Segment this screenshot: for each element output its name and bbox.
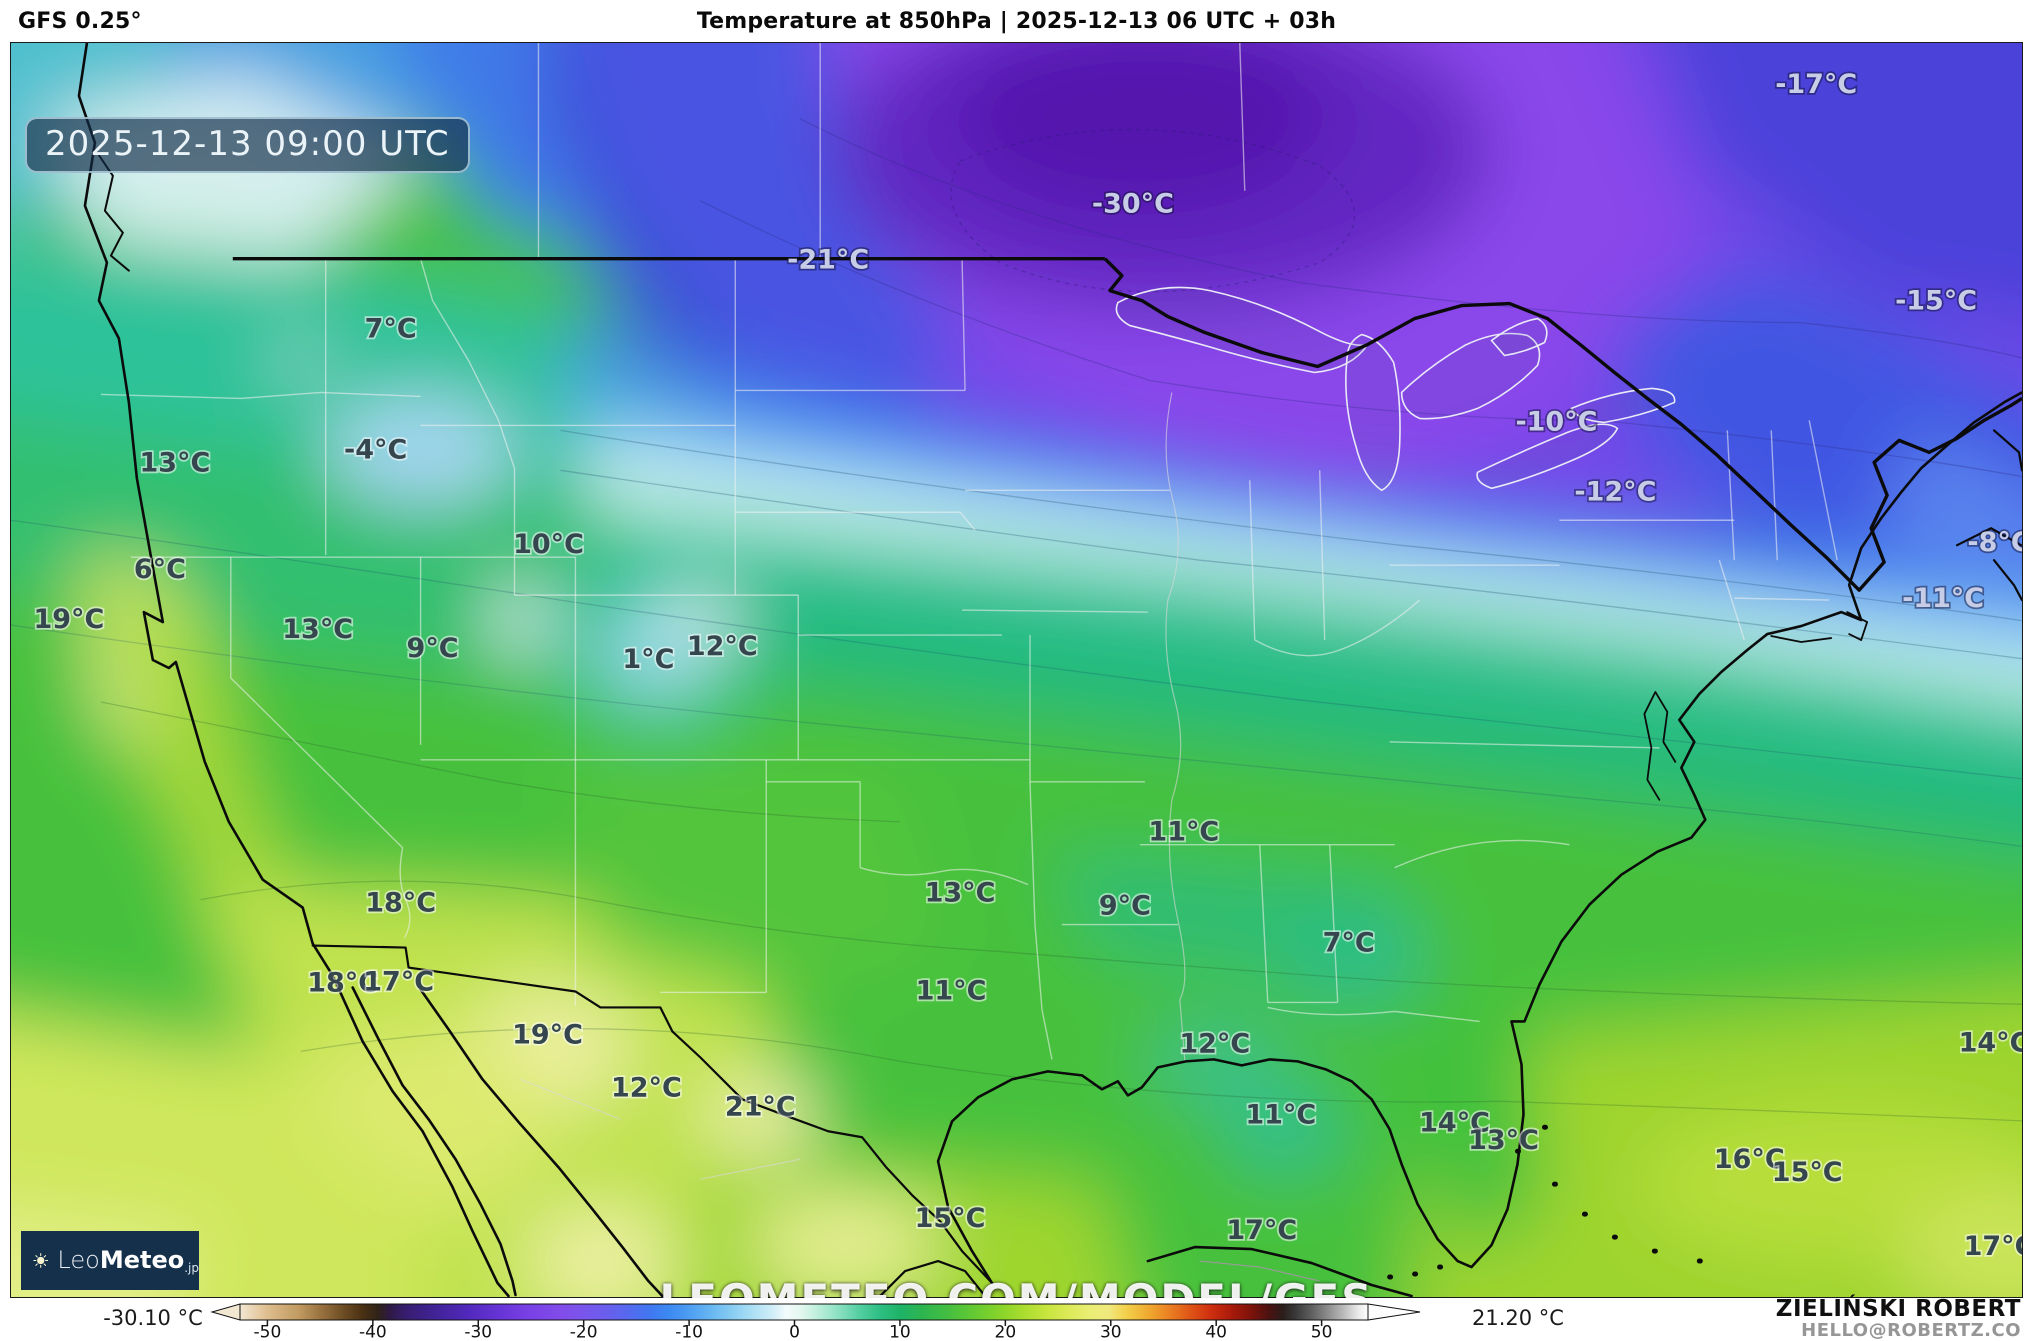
temp-label: 12°C	[1179, 1028, 1250, 1059]
scale-tick-label: -50	[254, 1323, 282, 1339]
author-name: ZIELIŃSKI ROBERT	[1775, 1296, 2021, 1322]
footer-bar: -50 -40 -30 -20 -10 0 10 20 30 40 50 -30.10 °C 21.…	[0, 1296, 2033, 1341]
temp-label: -30°C	[1092, 189, 1174, 220]
max-temp-label: 21.20 °C	[1472, 1306, 1564, 1330]
temp-label: -12°C	[1574, 476, 1656, 507]
temp-label: -4°C	[344, 434, 407, 465]
temp-label: 9°C	[407, 633, 459, 664]
map-svg: 7°C -4°C 13°C 6°C 19°C 13°C 9°C 10°C 1°C 12°C -21°…	[11, 43, 2022, 1297]
temp-label: -10°C	[1515, 406, 1597, 437]
scale-tick-label: -40	[359, 1323, 387, 1339]
temp-label: 17°C	[1226, 1215, 1297, 1246]
title-bar: GFS 0.25° Temperature at 850hPa | 2025-1…	[0, 0, 2033, 44]
page-title: Temperature at 850hPa | 2025-12-13 06 UT…	[696, 9, 1337, 34]
temp-label: -17°C	[1775, 69, 1857, 100]
temp-label: 15°C	[1772, 1157, 1843, 1188]
temp-label: 13°C	[925, 878, 996, 909]
temp-label: 11°C	[1148, 817, 1219, 848]
min-temp-label: -30.10 °C	[103, 1306, 203, 1330]
temp-label: 17°C	[1964, 1231, 2022, 1262]
temp-label: 21°C	[725, 1091, 796, 1122]
color-scale: -50 -40 -30 -20 -10 0 10 20 30 40 50	[210, 1303, 1421, 1339]
temp-label: 1°C	[622, 644, 674, 675]
temp-label: 13°C	[282, 614, 353, 645]
scale-tick-label: 30	[1100, 1323, 1122, 1339]
weather-map: 7°C -4°C 13°C 6°C 19°C 13°C 9°C 10°C 1°C 12°C -21°…	[10, 42, 2023, 1324]
temp-label: 11°C	[916, 975, 987, 1006]
scale-tick-label: 20	[995, 1323, 1017, 1339]
scale-tick-label: 40	[1205, 1323, 1227, 1339]
temp-label: 12°C	[611, 1072, 682, 1103]
temp-label: 18°C	[307, 967, 378, 998]
contour-lines	[11, 118, 2022, 1122]
temp-label: 9°C	[1099, 891, 1151, 922]
temp-label: -11°C	[1902, 583, 1984, 614]
great-lakes	[1115, 286, 1676, 492]
state-borders	[100, 43, 1838, 1060]
rivers	[520, 392, 1186, 1180]
leometeo-logo: LeoMeteo.jp	[21, 1231, 199, 1290]
model-name: GFS 0.25°	[18, 9, 142, 34]
scale-tick-label: -10	[675, 1323, 703, 1339]
temp-label: 15°C	[915, 1203, 986, 1234]
scale-tick-label: 10	[889, 1323, 911, 1339]
temp-label: 19°C	[512, 1019, 583, 1050]
scale-tick-label: 50	[1311, 1323, 1333, 1339]
temp-label: 18°C	[365, 888, 436, 919]
temp-label: 13°C	[1468, 1125, 1539, 1156]
temp-label: 11°C	[1245, 1099, 1316, 1130]
temp-label: 14°C	[1419, 1107, 1490, 1138]
canada-border	[232, 256, 2022, 592]
temp-label: -8°C	[1967, 527, 2022, 558]
temp-label: 19°C	[34, 604, 105, 635]
temp-label: 7°C	[1323, 928, 1375, 959]
coastlines	[77, 43, 2022, 1297]
temp-label: -15°C	[1895, 286, 1977, 317]
temp-label: 6°C	[134, 554, 186, 585]
scale-tick-label: 0	[789, 1323, 800, 1339]
temp-label: 14°C	[1959, 1027, 2022, 1058]
temp-label: 12°C	[687, 631, 758, 662]
temp-label: -21°C	[787, 245, 869, 276]
temp-label: 17°C	[363, 966, 434, 997]
temp-label: 7°C	[365, 314, 417, 345]
temp-label: 10°C	[513, 529, 584, 560]
logo-text: LeoMeteo.jp	[57, 1246, 199, 1275]
cuba-inner-borders	[1199, 1260, 1320, 1282]
timestamp-badge: 2025-12-13 09:00 UTC	[25, 117, 470, 173]
temp-labels: 7°C -4°C 13°C 6°C 19°C 13°C 9°C 10°C 1°C 12°C -21°…	[32, 67, 2022, 1264]
author-email: HELLO@ROBERTZ.CO	[1801, 1320, 2021, 1341]
temp-label: 16°C	[1714, 1144, 1785, 1175]
scale-tick-label: -20	[570, 1323, 598, 1339]
scale-tick-label: -30	[464, 1323, 492, 1339]
sun-icon	[33, 1253, 49, 1268]
temp-label: 13°C	[139, 447, 210, 478]
